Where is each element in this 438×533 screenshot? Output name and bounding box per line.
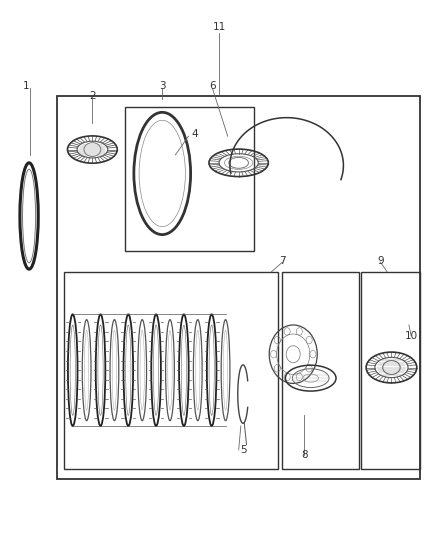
- Text: 5: 5: [240, 445, 246, 455]
- Bar: [125, 107, 254, 251]
- Bar: [283, 272, 359, 469]
- Text: 8: 8: [301, 450, 307, 460]
- Bar: [64, 272, 278, 469]
- Text: 3: 3: [159, 81, 166, 91]
- Text: 7: 7: [279, 256, 286, 266]
- Text: 10: 10: [405, 330, 418, 341]
- Bar: [361, 272, 420, 469]
- Text: 11: 11: [212, 22, 226, 33]
- Text: 4: 4: [192, 128, 198, 139]
- Text: 2: 2: [89, 91, 95, 101]
- Text: 6: 6: [209, 81, 216, 91]
- Text: 9: 9: [377, 256, 384, 266]
- Bar: [57, 96, 420, 479]
- Text: 1: 1: [23, 81, 29, 91]
